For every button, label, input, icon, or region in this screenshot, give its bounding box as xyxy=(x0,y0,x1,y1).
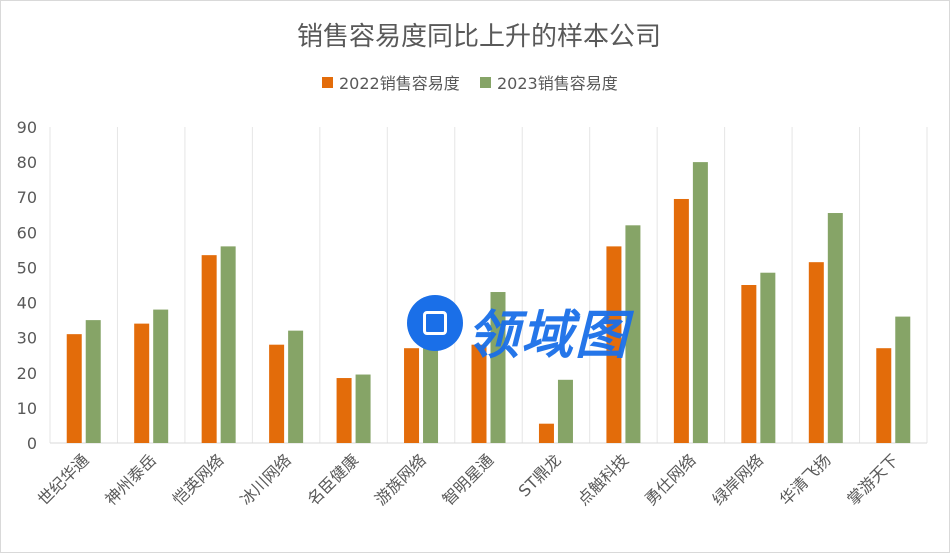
legend-swatch-1 xyxy=(322,77,333,88)
bar-1-7 xyxy=(471,344,487,443)
bar-2-9 xyxy=(625,225,641,443)
x-category-label: 绿岸网络 xyxy=(708,450,767,509)
y-tick-label: 20 xyxy=(17,364,37,383)
y-tick-label: 40 xyxy=(17,294,37,313)
y-tick-label: 30 xyxy=(17,329,37,348)
bar-2-12 xyxy=(827,213,843,443)
y-axis: 0 10 20 30 40 50 60 70 80 90 xyxy=(17,118,37,453)
bar-2-5 xyxy=(355,374,371,443)
y-tick-label: 10 xyxy=(17,399,37,418)
bar-1-12 xyxy=(808,262,824,443)
bar-2-13 xyxy=(895,316,911,443)
x-category-label: 冰川网络 xyxy=(236,450,295,509)
x-category-label: 恺英网络 xyxy=(169,450,228,509)
bar-2-2 xyxy=(153,309,169,443)
y-tick-label: 70 xyxy=(17,188,37,207)
bar-1-2 xyxy=(134,323,150,443)
legend: 2022销售容易度 2023销售容易度 xyxy=(322,74,618,93)
x-category-label: 点触科技 xyxy=(574,450,633,509)
bar-1-13 xyxy=(876,348,892,443)
x-category-label: 勇仕网络 xyxy=(641,450,700,509)
bar-1-3 xyxy=(201,255,217,443)
x-category-label: 游族网络 xyxy=(371,450,430,509)
bar-1-9 xyxy=(606,246,622,443)
legend-label-1: 2022销售容易度 xyxy=(339,74,460,93)
bar-2-3 xyxy=(220,246,236,443)
bar-2-11 xyxy=(760,272,776,443)
x-category-label: 华清飞扬 xyxy=(776,450,835,509)
x-category-label: 世纪华通 xyxy=(34,450,93,509)
bar-2-4 xyxy=(288,330,304,443)
x-axis: 世纪华通 神州泰岳 恺英网络 冰川网络 名臣健康 游族网络 智明星通 ST鼎龙 点触科技 勇仕网络… xyxy=(34,450,902,509)
y-tick-label: 50 xyxy=(17,258,37,277)
bar-1-1 xyxy=(66,334,82,443)
bar-1-11 xyxy=(741,285,757,443)
watermark: 领域图 xyxy=(405,291,675,366)
x-category-label: 名臣健康 xyxy=(304,450,363,509)
x-category-label: 神州泰岳 xyxy=(101,450,160,509)
bar-1-8 xyxy=(538,423,554,443)
watermark-text: 领域图 xyxy=(467,306,630,366)
bar-1-5 xyxy=(336,378,352,443)
bar-2-8 xyxy=(557,379,573,443)
x-category-label: 掌游天下 xyxy=(843,450,902,509)
legend-swatch-2 xyxy=(480,77,491,88)
x-category-label: 智明星通 xyxy=(439,450,498,509)
watermark-logo-icon xyxy=(407,295,463,351)
bar-2-1 xyxy=(85,320,101,443)
y-tick-label: 80 xyxy=(17,153,37,172)
bar-1-6 xyxy=(404,348,420,443)
bar-2-7 xyxy=(490,292,506,443)
grid-lines xyxy=(49,127,928,444)
y-tick-label: 0 xyxy=(27,434,37,453)
legend-label-2: 2023销售容易度 xyxy=(497,74,618,93)
y-tick-label: 60 xyxy=(17,223,37,242)
x-category-label: ST鼎龙 xyxy=(515,450,565,500)
y-tick-label: 90 xyxy=(17,118,37,137)
bar-1-10 xyxy=(673,198,689,443)
chart-title: 销售容易度同比上升的样本公司 xyxy=(297,22,661,52)
bar-1-4 xyxy=(269,344,285,443)
bars xyxy=(66,162,911,443)
bar-2-10 xyxy=(692,162,708,443)
